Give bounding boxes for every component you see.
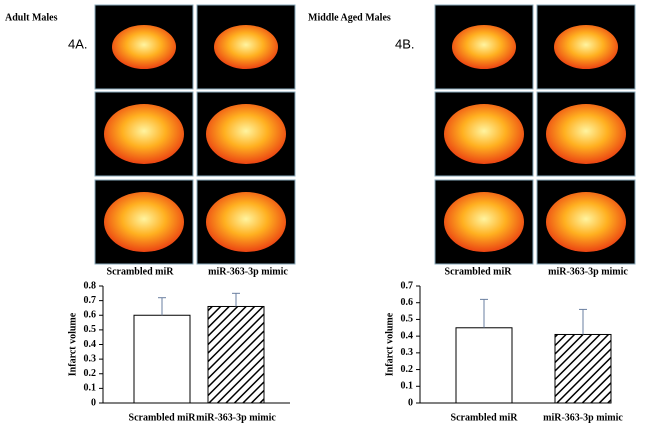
- bar: [207, 305, 265, 404]
- y-tick-label: 0.6: [84, 310, 97, 321]
- y-tick-label: 0.7: [84, 295, 97, 306]
- y-tick-label: 0.4: [401, 330, 414, 341]
- y-tick-label: 0.5: [401, 314, 414, 325]
- image-label: Scrambled miR: [445, 266, 513, 277]
- brain-slice: [112, 25, 176, 69]
- brain-slice: [104, 192, 184, 252]
- image-label: miR-363-3p mimic: [208, 266, 288, 277]
- y-tick-label: 0.7: [401, 280, 414, 291]
- y-tick-label: 0.2: [84, 368, 97, 379]
- y-tick-label: 0.3: [401, 347, 414, 358]
- y-tick-label: 0.6: [401, 297, 414, 308]
- y-tick-label: 0.1: [84, 383, 97, 394]
- y-tick-label: 0.3: [84, 353, 97, 364]
- brain-slice: [554, 25, 618, 69]
- brain-slice: [444, 192, 524, 252]
- brain-slice: [546, 104, 626, 164]
- y-tick-label: 0.2: [401, 364, 414, 375]
- brain-slice: [104, 104, 184, 164]
- bar: [554, 333, 612, 404]
- x-tick-label: Scrambled miR: [129, 412, 197, 423]
- x-tick-label: miR-363-3p mimic: [196, 412, 276, 423]
- image-label: miR-363-3p mimic: [548, 266, 628, 277]
- y-axis-label: Infarct volume: [67, 312, 78, 376]
- panel-label: 4A.: [68, 36, 88, 51]
- brain-slice: [444, 104, 524, 164]
- panel-title: Adult Males: [5, 12, 58, 23]
- y-tick-label: 0.1: [401, 381, 414, 392]
- y-tick-label: 0.5: [84, 324, 97, 335]
- bar: [133, 314, 191, 404]
- brain-slice: [214, 25, 278, 69]
- y-tick-label: 0.8: [84, 280, 97, 291]
- y-tick-label: 0: [408, 397, 413, 408]
- x-tick-label: Scrambled miR: [451, 412, 519, 423]
- y-tick-label: 0: [91, 397, 96, 408]
- brain-slice: [546, 192, 626, 252]
- bar: [455, 327, 513, 404]
- y-tick-label: 0.4: [84, 339, 97, 350]
- x-tick-label: miR-363-3p mimic: [543, 412, 623, 423]
- brain-slice: [206, 104, 286, 164]
- panel-title: Middle Aged Males: [308, 12, 391, 23]
- image-label: Scrambled miR: [107, 266, 175, 277]
- y-axis-label: Infarct volume: [384, 312, 395, 376]
- brain-slice: [206, 192, 286, 252]
- panel-label: 4B.: [395, 36, 415, 51]
- brain-slice: [452, 25, 516, 69]
